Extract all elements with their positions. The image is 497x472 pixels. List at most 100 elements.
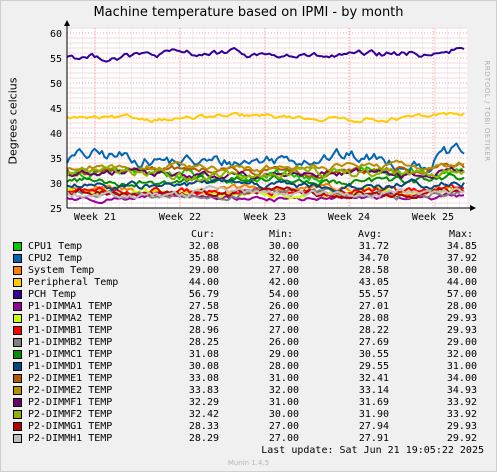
legend-value-min: 32.00 — [268, 253, 299, 264]
legend-value-cur: 29.00 — [188, 265, 219, 276]
legend-row: CPU2 Temp 35.88 32.00 34.70 37.92 — [1, 253, 496, 265]
legend-series-name: P1-DIMMB2 TEMP — [28, 337, 113, 348]
legend-value-max: 34.00 — [446, 373, 477, 384]
legend-series-name: P1-DIMMB1 TEMP — [28, 325, 113, 336]
series-line — [66, 173, 465, 188]
legend-value-min: 27.00 — [268, 265, 299, 276]
x-tick-label: Week 25 — [412, 212, 454, 223]
legend-value-min: 28.00 — [268, 361, 299, 372]
series-line — [66, 185, 465, 199]
x-tick-label: Week 21 — [74, 212, 116, 223]
legend-swatch — [13, 398, 22, 407]
legend-value-avg: 29.55 — [358, 361, 389, 372]
legend-series-name: P2-DIMME2 TEMP — [28, 385, 113, 396]
legend-value-cur: 56.79 — [188, 289, 219, 300]
legend-value-min: 26.00 — [268, 337, 299, 348]
legend-row: P1-DIMMA1 TEMP 27.58 26.00 27.01 28.00 — [1, 301, 496, 313]
legend-series-name: PCH Temp — [28, 289, 77, 300]
series-line — [66, 185, 465, 199]
legend-value-min: 31.00 — [268, 373, 299, 384]
legend-series-name: P2-DIMMG1 TEMP — [28, 421, 113, 432]
legend-value-max: 29.00 — [446, 337, 477, 348]
legend-row: P2-DIMMF2 TEMP 32.42 30.00 31.90 33.92 — [1, 409, 496, 421]
legend-row: P1-DIMMD1 TEMP 30.08 28.00 29.55 31.00 — [1, 361, 496, 373]
legend-value-max: 30.00 — [446, 265, 477, 276]
legend-value-cur: 28.25 — [188, 337, 219, 348]
legend-value-avg: 27.69 — [358, 337, 389, 348]
legend-value-max: 29.93 — [446, 421, 477, 432]
legend-value-max: 33.92 — [446, 409, 477, 420]
legend-value-avg: 32.41 — [358, 373, 389, 384]
y-tick-label: 45 — [50, 104, 62, 115]
x-axis-arrow-icon — [470, 205, 476, 211]
legend-series-name: Peripheral Temp — [28, 277, 119, 288]
legend-value-cur: 28.29 — [188, 433, 219, 444]
legend-value-min: 31.00 — [268, 397, 299, 408]
legend-value-avg: 31.72 — [358, 241, 389, 252]
legend-header-row: Cur: Min: Avg: Max: — [1, 229, 496, 241]
legend-value-avg: 31.90 — [358, 409, 389, 420]
x-tick-label: Week 22 — [159, 212, 201, 223]
legend-value-max: 57.00 — [446, 289, 477, 300]
legend-row: P1-DIMMA2 TEMP 28.75 27.00 28.08 29.93 — [1, 313, 496, 325]
legend-row: P1-DIMMC1 TEMP 31.08 29.00 30.55 32.00 — [1, 349, 496, 361]
legend-value-cur: 27.58 — [188, 301, 219, 312]
legend-row: P1-DIMMB2 TEMP 28.25 26.00 27.69 29.00 — [1, 337, 496, 349]
plot-area: 25 30 35 40 45 50 55 60 Week 21 Week 22 Week 23 Wee… — [50, 20, 476, 223]
legend-series-name: P2-DIMMF1 TEMP — [28, 397, 113, 408]
legend-value-max: 34.93 — [446, 385, 477, 396]
legend-swatch — [13, 422, 22, 431]
legend-value-min: 27.00 — [268, 421, 299, 432]
legend-value-min: 27.00 — [268, 325, 299, 336]
legend-value-min: 30.00 — [268, 241, 299, 252]
legend-value-min: 54.00 — [268, 289, 299, 300]
x-tick-label: Week 24 — [328, 212, 370, 223]
legend-swatch — [13, 242, 22, 251]
legend-swatch — [13, 302, 22, 311]
legend-value-cur: 28.33 — [188, 421, 219, 432]
legend-series-name: P1-DIMMD1 TEMP — [28, 361, 113, 372]
legend-series-name: P1-DIMMA2 TEMP — [28, 313, 113, 324]
legend-value-max: 29.92 — [446, 433, 477, 444]
legend-swatch — [13, 254, 22, 263]
y-tick-label: 25 — [50, 204, 62, 215]
legend-value-avg: 28.58 — [358, 265, 389, 276]
legend-row: System Temp 29.00 27.00 28.58 30.00 — [1, 265, 496, 277]
series-line — [66, 112, 465, 124]
chart-title: Machine temperature based on IPMI - by m… — [93, 5, 404, 20]
legend-value-cur: 32.29 — [188, 397, 219, 408]
series-line — [66, 163, 465, 182]
legend-value-cur: 28.75 — [188, 313, 219, 324]
legend-value-max: 29.93 — [446, 313, 477, 324]
legend-swatch — [13, 362, 22, 371]
legend-swatch — [13, 410, 22, 419]
series-line — [66, 47, 465, 63]
legend-series-name: System Temp — [28, 265, 95, 276]
legend-value-min: 27.00 — [268, 433, 299, 444]
legend-value-cur: 44.00 — [188, 277, 219, 288]
legend-value-min: 29.00 — [268, 349, 299, 360]
last-update: Last update: Sat Jun 21 19:05:22 2025 — [261, 445, 484, 456]
legend-value-avg: 31.69 — [358, 397, 389, 408]
legend-value-avg: 27.94 — [358, 421, 389, 432]
legend-value-cur: 33.08 — [188, 373, 219, 384]
legend-header-min: Min: — [269, 229, 294, 240]
legend-value-max: 31.00 — [446, 361, 477, 372]
legend-value-max: 28.00 — [446, 301, 477, 312]
legend-value-avg: 28.08 — [358, 313, 389, 324]
legend-value-max: 29.93 — [446, 325, 477, 336]
legend-series-name: P2-DIMMF2 TEMP — [28, 409, 113, 420]
legend-swatch — [13, 290, 22, 299]
legend-value-cur: 32.08 — [188, 241, 219, 252]
legend-value-avg: 43.05 — [358, 277, 389, 288]
legend-value-min: 30.00 — [268, 409, 299, 420]
legend-value-avg: 34.70 — [358, 253, 389, 264]
y-tick-label: 60 — [50, 29, 62, 40]
y-tick-label: 35 — [50, 154, 62, 165]
legend-value-cur: 28.96 — [188, 325, 219, 336]
legend-swatch — [13, 338, 22, 347]
legend-value-min: 26.00 — [268, 301, 299, 312]
legend-swatch — [13, 374, 22, 383]
legend-value-max: 34.85 — [446, 241, 477, 252]
